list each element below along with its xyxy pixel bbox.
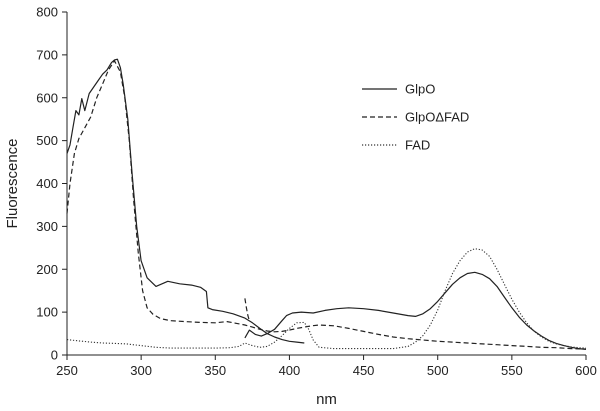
y-tick-label: 600 — [36, 90, 58, 105]
axes — [66, 12, 586, 356]
y-tick-label: 200 — [36, 262, 58, 277]
series-line-glpo-fad — [66, 60, 587, 350]
x-tick-label: 350 — [204, 363, 226, 378]
series-line-glpo-fad — [244, 298, 250, 321]
y-axis-title: Fluorescence — [4, 138, 21, 228]
x-tick-label: 500 — [427, 363, 449, 378]
legend: GlpO GlpOΔFAD FAD — [362, 82, 469, 153]
x-ticks: 250 300 350 400 450 500 550 600 — [56, 355, 597, 378]
x-axis-title: nm — [316, 391, 337, 408]
y-ticks: 0 100 200 300 400 500 600 700 800 — [36, 5, 67, 363]
y-tick-label: 700 — [36, 47, 58, 62]
x-tick-label: 400 — [279, 363, 301, 378]
legend-label: GlpOΔFAD — [405, 110, 469, 125]
legend-label: FAD — [405, 138, 430, 153]
x-tick-label: 450 — [353, 363, 375, 378]
legend-label: GlpO — [405, 82, 435, 97]
x-tick-label: 600 — [575, 363, 597, 378]
y-tick-label: 400 — [36, 176, 58, 191]
series-layer — [66, 58, 587, 350]
y-tick-label: 800 — [36, 5, 58, 20]
x-tick-label: 250 — [56, 363, 78, 378]
x-tick-label: 550 — [501, 363, 523, 378]
x-tick-label: 300 — [130, 363, 152, 378]
y-tick-label: 0 — [51, 348, 58, 363]
y-tick-label: 100 — [36, 305, 58, 320]
y-tick-label: 300 — [36, 219, 58, 234]
series-line-glpo — [66, 58, 305, 344]
y-tick-label: 500 — [36, 133, 58, 148]
series-line-glpo — [244, 271, 587, 350]
